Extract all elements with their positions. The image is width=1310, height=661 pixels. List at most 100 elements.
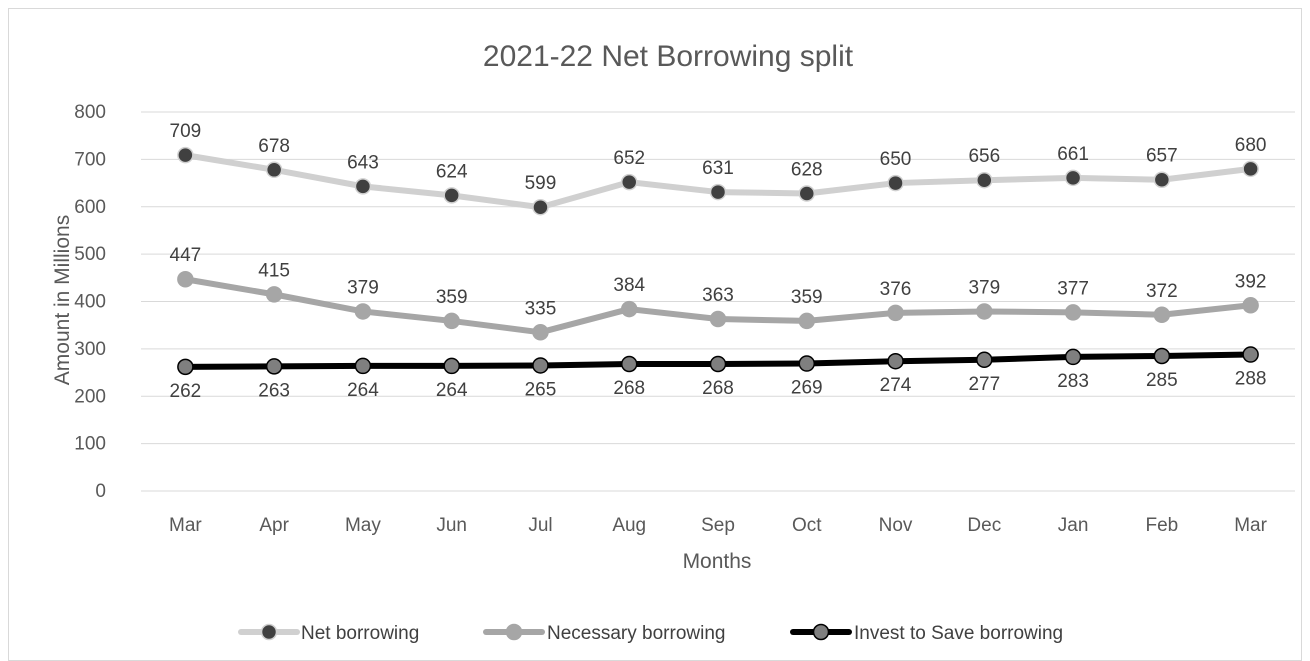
data-point <box>709 183 727 201</box>
data-label: 269 <box>791 378 823 399</box>
legend-item: Net borrowing <box>238 623 419 644</box>
legend-label: Net borrowing <box>301 623 419 644</box>
data-point <box>532 357 549 374</box>
x-axis-label: Months <box>683 550 752 573</box>
data-point <box>1153 347 1171 365</box>
data-point <box>976 351 993 369</box>
data-label: 288 <box>1235 369 1267 390</box>
data-point <box>709 355 727 373</box>
data-label: 392 <box>1235 271 1267 292</box>
x-tick-label: Jul <box>528 515 552 536</box>
data-point <box>177 358 194 376</box>
data-point <box>620 355 638 373</box>
y-tick-label: 100 <box>74 434 106 455</box>
data-point <box>443 187 460 204</box>
data-label: 372 <box>1146 281 1178 302</box>
data-label: 262 <box>170 381 202 402</box>
x-tick-label: Apr <box>259 515 289 536</box>
data-point <box>443 312 460 330</box>
legend-label: Necessary borrowing <box>547 623 725 644</box>
data-point <box>1153 171 1171 188</box>
data-point <box>1064 348 1082 366</box>
gridlines <box>141 111 1295 492</box>
legend-label: Invest to Save borrowing <box>854 623 1063 644</box>
x-axis-ticks: Mar Apr May Jun Jul Aug Sep Oct Nov Dec Jan Feb Mar <box>169 515 1268 536</box>
data-point <box>1153 306 1171 324</box>
legend-swatch-marker <box>505 623 523 641</box>
data-labels: 262 263 264 264 265 268 268 269 274 277 283 285 288 4… <box>170 121 1267 402</box>
data-label: 657 <box>1146 146 1178 167</box>
data-label: 631 <box>702 158 734 179</box>
data-point <box>532 198 549 216</box>
data-point <box>354 357 372 375</box>
data-label: 599 <box>525 173 557 194</box>
legend-item: Necessary borrowing <box>483 623 725 644</box>
data-point <box>1242 297 1259 314</box>
data-label: 643 <box>347 152 379 173</box>
x-tick-label: Dec <box>967 515 1001 536</box>
data-point <box>265 161 283 179</box>
data-point <box>887 304 904 322</box>
data-label: 709 <box>170 121 202 142</box>
x-tick-label: Mar <box>1234 515 1267 536</box>
data-label: 268 <box>702 378 734 399</box>
x-tick-label: Feb <box>1145 515 1178 536</box>
x-tick-label: Nov <box>879 515 913 536</box>
y-axis-ticks: 0 100 200 300 400 500 600 700 800 <box>74 102 106 502</box>
data-label: 359 <box>791 287 823 308</box>
data-label: 377 <box>1057 278 1089 299</box>
data-point <box>354 303 372 320</box>
data-label: 624 <box>436 161 468 182</box>
x-tick-label: May <box>345 515 381 536</box>
y-axis-label: Amount in Millions <box>51 215 74 385</box>
x-tick-label: Aug <box>612 515 646 536</box>
data-label: 661 <box>1057 144 1089 165</box>
data-point <box>620 173 638 191</box>
x-tick-label: Jun <box>436 515 467 536</box>
data-label: 265 <box>525 379 557 400</box>
data-label: 379 <box>968 277 1000 298</box>
data-label: 285 <box>1146 370 1178 391</box>
y-tick-label: 400 <box>74 292 106 313</box>
data-label: 628 <box>791 159 823 180</box>
series-layer <box>177 146 1259 376</box>
data-label: 650 <box>880 149 912 170</box>
data-point <box>976 171 993 189</box>
x-tick-label: Jan <box>1058 515 1089 536</box>
x-tick-label: Oct <box>792 515 822 536</box>
data-label: 268 <box>613 378 645 399</box>
y-tick-label: 300 <box>74 339 106 360</box>
data-point <box>1242 160 1259 178</box>
data-label: 264 <box>347 380 379 401</box>
data-point <box>265 286 283 303</box>
data-label: 363 <box>702 285 734 306</box>
data-label: 274 <box>880 375 912 396</box>
data-label: 359 <box>436 287 468 308</box>
data-point <box>265 358 283 375</box>
legend: Net borrowing Necessary borrowing Invest t… <box>238 623 1063 644</box>
legend-item: Invest to Save borrowing <box>790 623 1063 644</box>
data-point <box>887 352 904 370</box>
x-tick-label: Sep <box>701 515 735 536</box>
data-label: 376 <box>880 279 912 300</box>
y-tick-label: 0 <box>95 481 106 502</box>
data-label: 277 <box>968 374 1000 395</box>
data-point <box>532 324 549 341</box>
data-point <box>1064 169 1082 187</box>
data-point <box>443 357 460 375</box>
legend-swatch-marker <box>260 623 278 641</box>
y-tick-label: 700 <box>74 149 106 170</box>
data-point <box>976 303 993 320</box>
data-label: 264 <box>436 380 468 401</box>
data-label: 335 <box>525 298 557 319</box>
data-point <box>1064 304 1082 321</box>
data-point <box>354 178 372 195</box>
data-label: 283 <box>1057 371 1089 392</box>
chart-border <box>8 8 1302 661</box>
y-tick-label: 500 <box>74 244 106 265</box>
data-label: 379 <box>347 277 379 298</box>
data-point <box>887 174 904 192</box>
data-label: 680 <box>1235 135 1267 156</box>
